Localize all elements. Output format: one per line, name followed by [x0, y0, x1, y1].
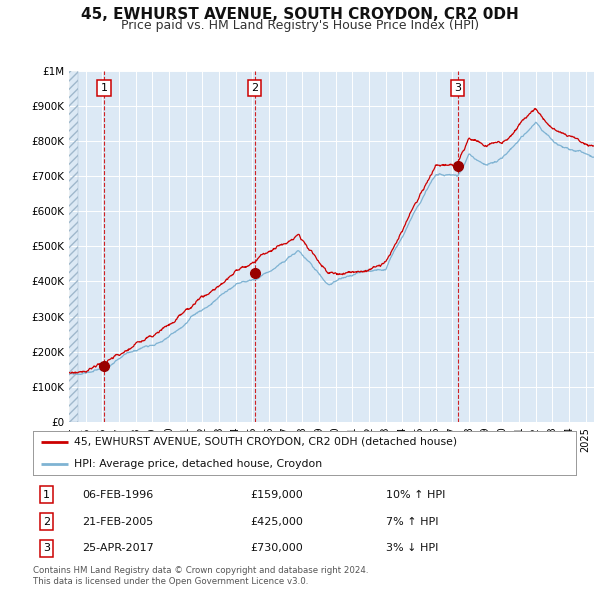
Text: 45, EWHURST AVENUE, SOUTH CROYDON, CR2 0DH: 45, EWHURST AVENUE, SOUTH CROYDON, CR2 0… [81, 7, 519, 22]
Text: £730,000: £730,000 [250, 543, 303, 553]
Text: 2: 2 [251, 83, 258, 93]
Text: 3% ↓ HPI: 3% ↓ HPI [386, 543, 439, 553]
Text: 25-APR-2017: 25-APR-2017 [82, 543, 154, 553]
Text: 10% ↑ HPI: 10% ↑ HPI [386, 490, 445, 500]
Text: 21-FEB-2005: 21-FEB-2005 [82, 517, 153, 526]
Text: 3: 3 [43, 543, 50, 553]
Text: 45, EWHURST AVENUE, SOUTH CROYDON, CR2 0DH (detached house): 45, EWHURST AVENUE, SOUTH CROYDON, CR2 0… [74, 437, 457, 447]
Text: Contains HM Land Registry data © Crown copyright and database right 2024.
This d: Contains HM Land Registry data © Crown c… [33, 566, 368, 586]
Text: 2: 2 [43, 517, 50, 526]
Text: Price paid vs. HM Land Registry's House Price Index (HPI): Price paid vs. HM Land Registry's House … [121, 19, 479, 32]
Text: £425,000: £425,000 [250, 517, 303, 526]
Text: 06-FEB-1996: 06-FEB-1996 [82, 490, 153, 500]
Text: HPI: Average price, detached house, Croydon: HPI: Average price, detached house, Croy… [74, 459, 322, 469]
Text: 7% ↑ HPI: 7% ↑ HPI [386, 517, 439, 526]
Text: 1: 1 [43, 490, 50, 500]
Text: 3: 3 [454, 83, 461, 93]
Text: £159,000: £159,000 [250, 490, 303, 500]
Text: 1: 1 [101, 83, 107, 93]
